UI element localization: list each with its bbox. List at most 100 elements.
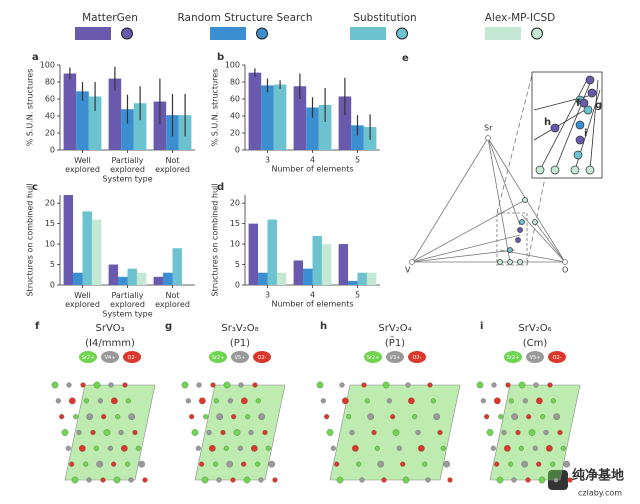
x-tick-label: Not explored [155,291,190,309]
atom [326,429,334,436]
atom [199,461,205,467]
ion-badge [101,351,119,363]
atom [367,413,375,421]
panel-label: c [32,182,38,193]
bar [357,272,367,285]
point-label: i [584,128,587,139]
y-tick-label: 15 [45,219,55,228]
atom [122,382,128,388]
atom [227,398,233,404]
panel-label: i [480,321,483,332]
atom [135,445,141,451]
atom [538,476,546,484]
y-tick-label: 80 [230,78,240,87]
bar [318,104,332,150]
atom [86,477,92,483]
atom [339,382,345,388]
atom [330,445,336,451]
y-tick-label: 80 [45,78,55,87]
atom [324,414,330,420]
atom [361,382,367,388]
atom [210,382,216,388]
atom [522,398,528,404]
atom [415,429,421,436]
atom [371,429,377,436]
atom [364,398,370,404]
bar [136,272,147,285]
crystal [316,381,461,484]
atom [250,444,258,452]
bar [127,268,137,285]
ion-badge [364,351,382,363]
atom [252,382,258,388]
atom [336,476,344,484]
atom [69,461,75,467]
y-tick-label: 20 [230,199,240,208]
watermark-name: 纯净基地 [572,468,624,484]
atom [101,414,107,420]
x-tick-label: Partially explored [110,291,145,309]
y-tick-label: 60 [230,95,240,104]
y-axis-label: Structures on combined hull [211,183,220,296]
crystal [181,381,286,484]
atom [412,414,418,420]
atom [223,445,229,451]
atom [390,414,396,420]
atom [120,444,128,452]
atom [108,382,114,388]
legend-label: Random Structure Search [177,12,312,24]
atom [245,414,251,420]
point-label: g [595,100,602,111]
ion-label: V5+ [235,355,246,361]
x-tick-label: 3 [265,291,270,300]
ion-badge [386,351,404,363]
bar [338,96,352,150]
y-tick-label: 40 [230,112,240,121]
atom [533,382,539,388]
structure-formula: SrVO₃ [95,323,124,334]
crystal [476,381,581,484]
x-tick-label: 3 [265,156,270,165]
legend-label: Alex-MP-ICSD [485,12,556,24]
atom [181,381,189,389]
atom [511,413,519,421]
atom [220,429,226,436]
bar [276,272,287,285]
phase-points [497,75,597,265]
panel-label: b [217,52,224,63]
legend-marker [121,27,133,40]
bar [108,264,119,285]
atom [213,398,219,404]
atom [396,445,402,451]
atom [557,429,563,436]
bar [73,272,83,285]
ion-badge [231,351,249,363]
atom [208,444,216,452]
atom [191,429,199,436]
atom [316,381,324,389]
atom [125,461,131,467]
atom [382,381,390,389]
watermark-url: czlaby.com [578,489,622,498]
atom [96,460,104,468]
atom [501,429,507,436]
legend-swatch [210,27,246,40]
atom [196,382,202,388]
atom [543,429,549,436]
atom [525,477,531,483]
atom [103,429,111,436]
space-group: (P1) [230,338,250,349]
atom [76,429,82,436]
atom [231,414,237,420]
atom [381,477,387,483]
space-group: (P̄1) [385,336,405,349]
legend-marker [531,27,543,40]
ion-label: O2- [128,355,137,361]
atom [351,444,359,452]
atom [93,381,101,389]
atom [417,444,425,452]
atom [553,413,561,421]
y-tick-label: 20 [230,129,240,138]
bar [306,107,319,150]
atom [203,414,209,420]
